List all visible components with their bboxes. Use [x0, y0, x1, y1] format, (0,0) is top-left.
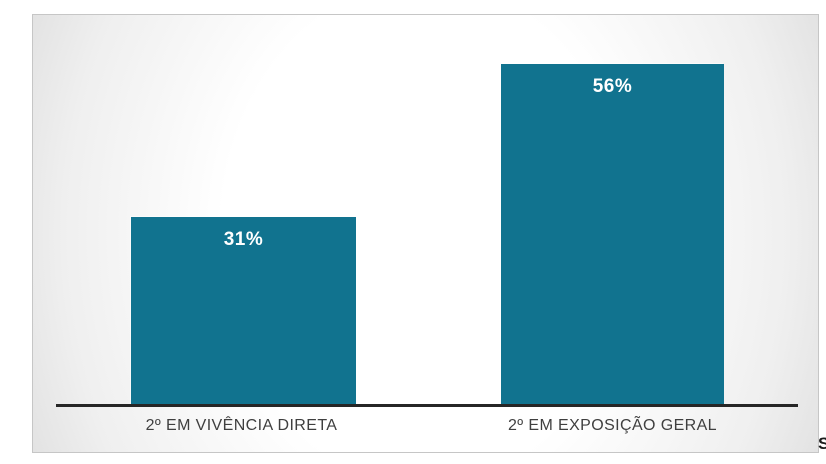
bar-exposicao-geral: 56% [501, 64, 724, 407]
clipped-text-fragment: S [818, 434, 826, 453]
category-axis: 2º EM VIVÊNCIA DIRETA 2º EM EXPOSIÇÃO GE… [56, 417, 798, 435]
category-label-exposicao: 2º EM EXPOSIÇÃO GERAL [508, 417, 717, 434]
bar-value-label-exposicao: 56% [592, 76, 633, 97]
plot-area: 31% 56% [33, 15, 818, 407]
bar-value-label-vivencia: 31% [223, 229, 264, 250]
chart-panel: 31% 56% 2º EM VIVÊNCIA DIRETA 2º EM EXPO… [32, 14, 819, 453]
x-axis-line [56, 404, 798, 407]
bar-vivencia-direta: 31% [131, 217, 356, 407]
category-label-vivencia: 2º EM VIVÊNCIA DIRETA [145, 417, 338, 434]
